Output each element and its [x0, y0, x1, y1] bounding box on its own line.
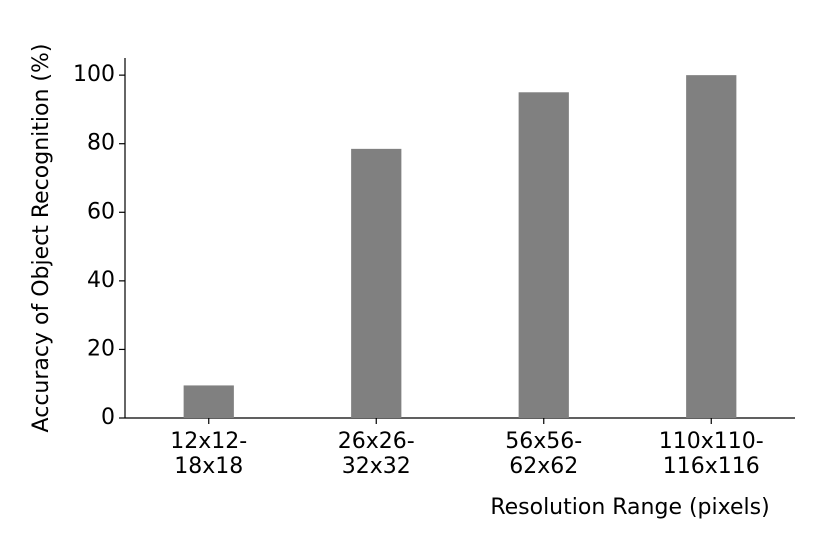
bar — [351, 148, 402, 418]
y-axis-label: Accuracy of Object Recognition (%) — [29, 44, 54, 433]
x-tick-label: 26x26- — [338, 429, 415, 454]
x-tick-label: 116x116 — [663, 454, 760, 479]
bar — [686, 75, 737, 419]
bar — [518, 92, 569, 419]
x-axis-label: Resolution Range (pixels) — [490, 495, 769, 520]
y-tick-label: 20 — [87, 336, 115, 361]
bar — [183, 385, 234, 418]
x-tick-label: 110x110- — [659, 429, 764, 454]
x-tick-label: 12x12- — [170, 429, 247, 454]
x-tick-label: 56x56- — [505, 429, 582, 454]
x-tick-label: 32x32 — [342, 454, 411, 479]
x-tick-label: 62x62 — [509, 454, 578, 479]
x-tick-label: 18x18 — [174, 454, 243, 479]
y-tick-label: 0 — [101, 405, 115, 430]
y-tick-label: 40 — [87, 268, 115, 293]
y-tick-label: 100 — [73, 62, 115, 87]
y-tick-label: 80 — [87, 131, 115, 156]
y-tick-label: 60 — [87, 199, 115, 224]
